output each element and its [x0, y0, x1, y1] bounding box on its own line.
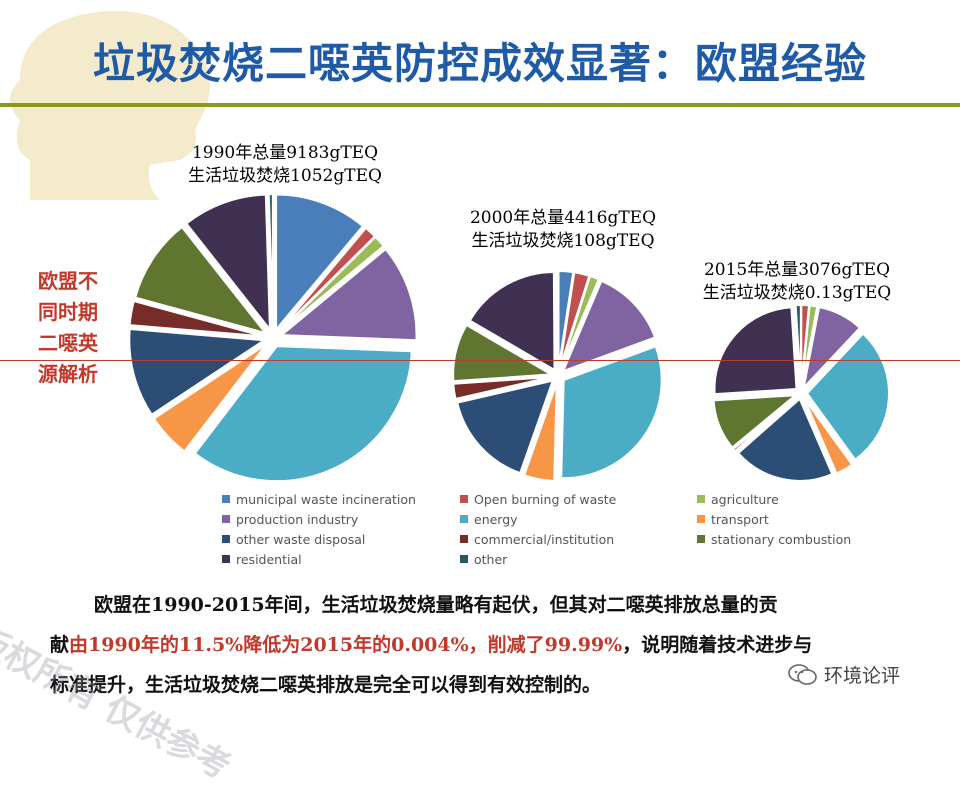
legend-item: production industry — [222, 509, 460, 529]
legend-label: Open burning of waste — [474, 492, 616, 507]
legend-item: Open burning of waste — [460, 489, 697, 509]
legend-swatch — [697, 515, 705, 523]
caption-line: 生活垃圾焚烧1052gTEQ — [160, 165, 410, 188]
legend-item: other waste disposal — [222, 529, 460, 549]
wechat-badge: 环境论评 — [788, 661, 900, 688]
legend-swatch — [460, 535, 468, 543]
chart-legend: municipal waste incineration Open burning… — [222, 489, 902, 569]
pie-slice — [557, 271, 558, 369]
legend-swatch — [222, 515, 230, 523]
pie-caption-1990: 1990年总量9183gTEQ 生活垃圾焚烧1052gTEQ — [160, 142, 410, 188]
pie-1990 — [129, 194, 416, 481]
legend-label: transport — [711, 512, 769, 527]
legend-label: agriculture — [711, 492, 779, 507]
legend-label: municipal waste incineration — [236, 492, 416, 507]
caption-line: 1990年总量9183gTEQ — [160, 142, 410, 165]
legend-swatch — [460, 495, 468, 503]
legend-swatch — [222, 555, 230, 563]
caption-line: 2015年总量3076gTEQ — [677, 259, 917, 282]
legend-swatch — [697, 535, 705, 543]
body-line-2a: 献 — [50, 634, 69, 656]
body-line-2b: ，说明随着技术进步与 — [622, 634, 812, 656]
legend-item: other — [460, 549, 697, 569]
legend-label: other — [474, 552, 507, 567]
reference-line — [0, 360, 960, 361]
legend-item: municipal waste incineration — [222, 489, 460, 509]
wechat-label: 环境论评 — [824, 661, 900, 688]
legend-item: residential — [222, 549, 460, 569]
wechat-icon — [788, 663, 818, 687]
legend-label: stationary combustion — [711, 532, 851, 547]
legend-swatch — [460, 555, 468, 563]
pie-caption-2015: 2015年总量3076gTEQ 生活垃圾焚烧0.13gTEQ — [677, 259, 917, 305]
legend-item: agriculture — [697, 489, 902, 509]
legend-label: other waste disposal — [236, 532, 365, 547]
legend-label: residential — [236, 552, 302, 567]
legend-item: transport — [697, 509, 902, 529]
legend-swatch — [697, 495, 705, 503]
body-line-1: 欧盟在1990-2015年间，生活垃圾焚烧量略有起伏，但其对二噁英排放总量的贡 — [94, 594, 778, 616]
caption-line: 生活垃圾焚烧108gTEQ — [448, 230, 678, 253]
pie-2000 — [453, 271, 662, 481]
legend-label: production industry — [236, 512, 358, 527]
pie-slice — [195, 346, 412, 481]
legend-item: energy — [460, 509, 697, 529]
pie-2015 — [714, 305, 889, 481]
pie-caption-2000: 2000年总量4416gTEQ 生活垃圾焚烧108gTEQ — [448, 207, 678, 253]
legend-item: commercial/institution — [460, 529, 697, 549]
body-line-3: 标准提升，生活垃圾焚烧二噁英排放是完全可以得到有效控制的。 — [50, 674, 601, 696]
body-highlight: 由1990年的11.5%降低为2015年的0.004%，削减了99.99% — [69, 634, 622, 656]
slide: 垃圾焚烧二噁英防控成效显著：欧盟经验 欧盟不 同时期 二噁英 源解析 1990年… — [0, 0, 960, 720]
caption-line: 生活垃圾焚烧0.13gTEQ — [677, 282, 917, 305]
pie-slice — [714, 307, 796, 394]
legend-swatch — [460, 515, 468, 523]
caption-line: 2000年总量4416gTEQ — [448, 207, 678, 230]
legend-label: commercial/institution — [474, 532, 614, 547]
legend-swatch — [222, 535, 230, 543]
legend-label: energy — [474, 512, 518, 527]
legend-swatch — [222, 495, 230, 503]
legend-item: stationary combustion — [697, 529, 902, 549]
